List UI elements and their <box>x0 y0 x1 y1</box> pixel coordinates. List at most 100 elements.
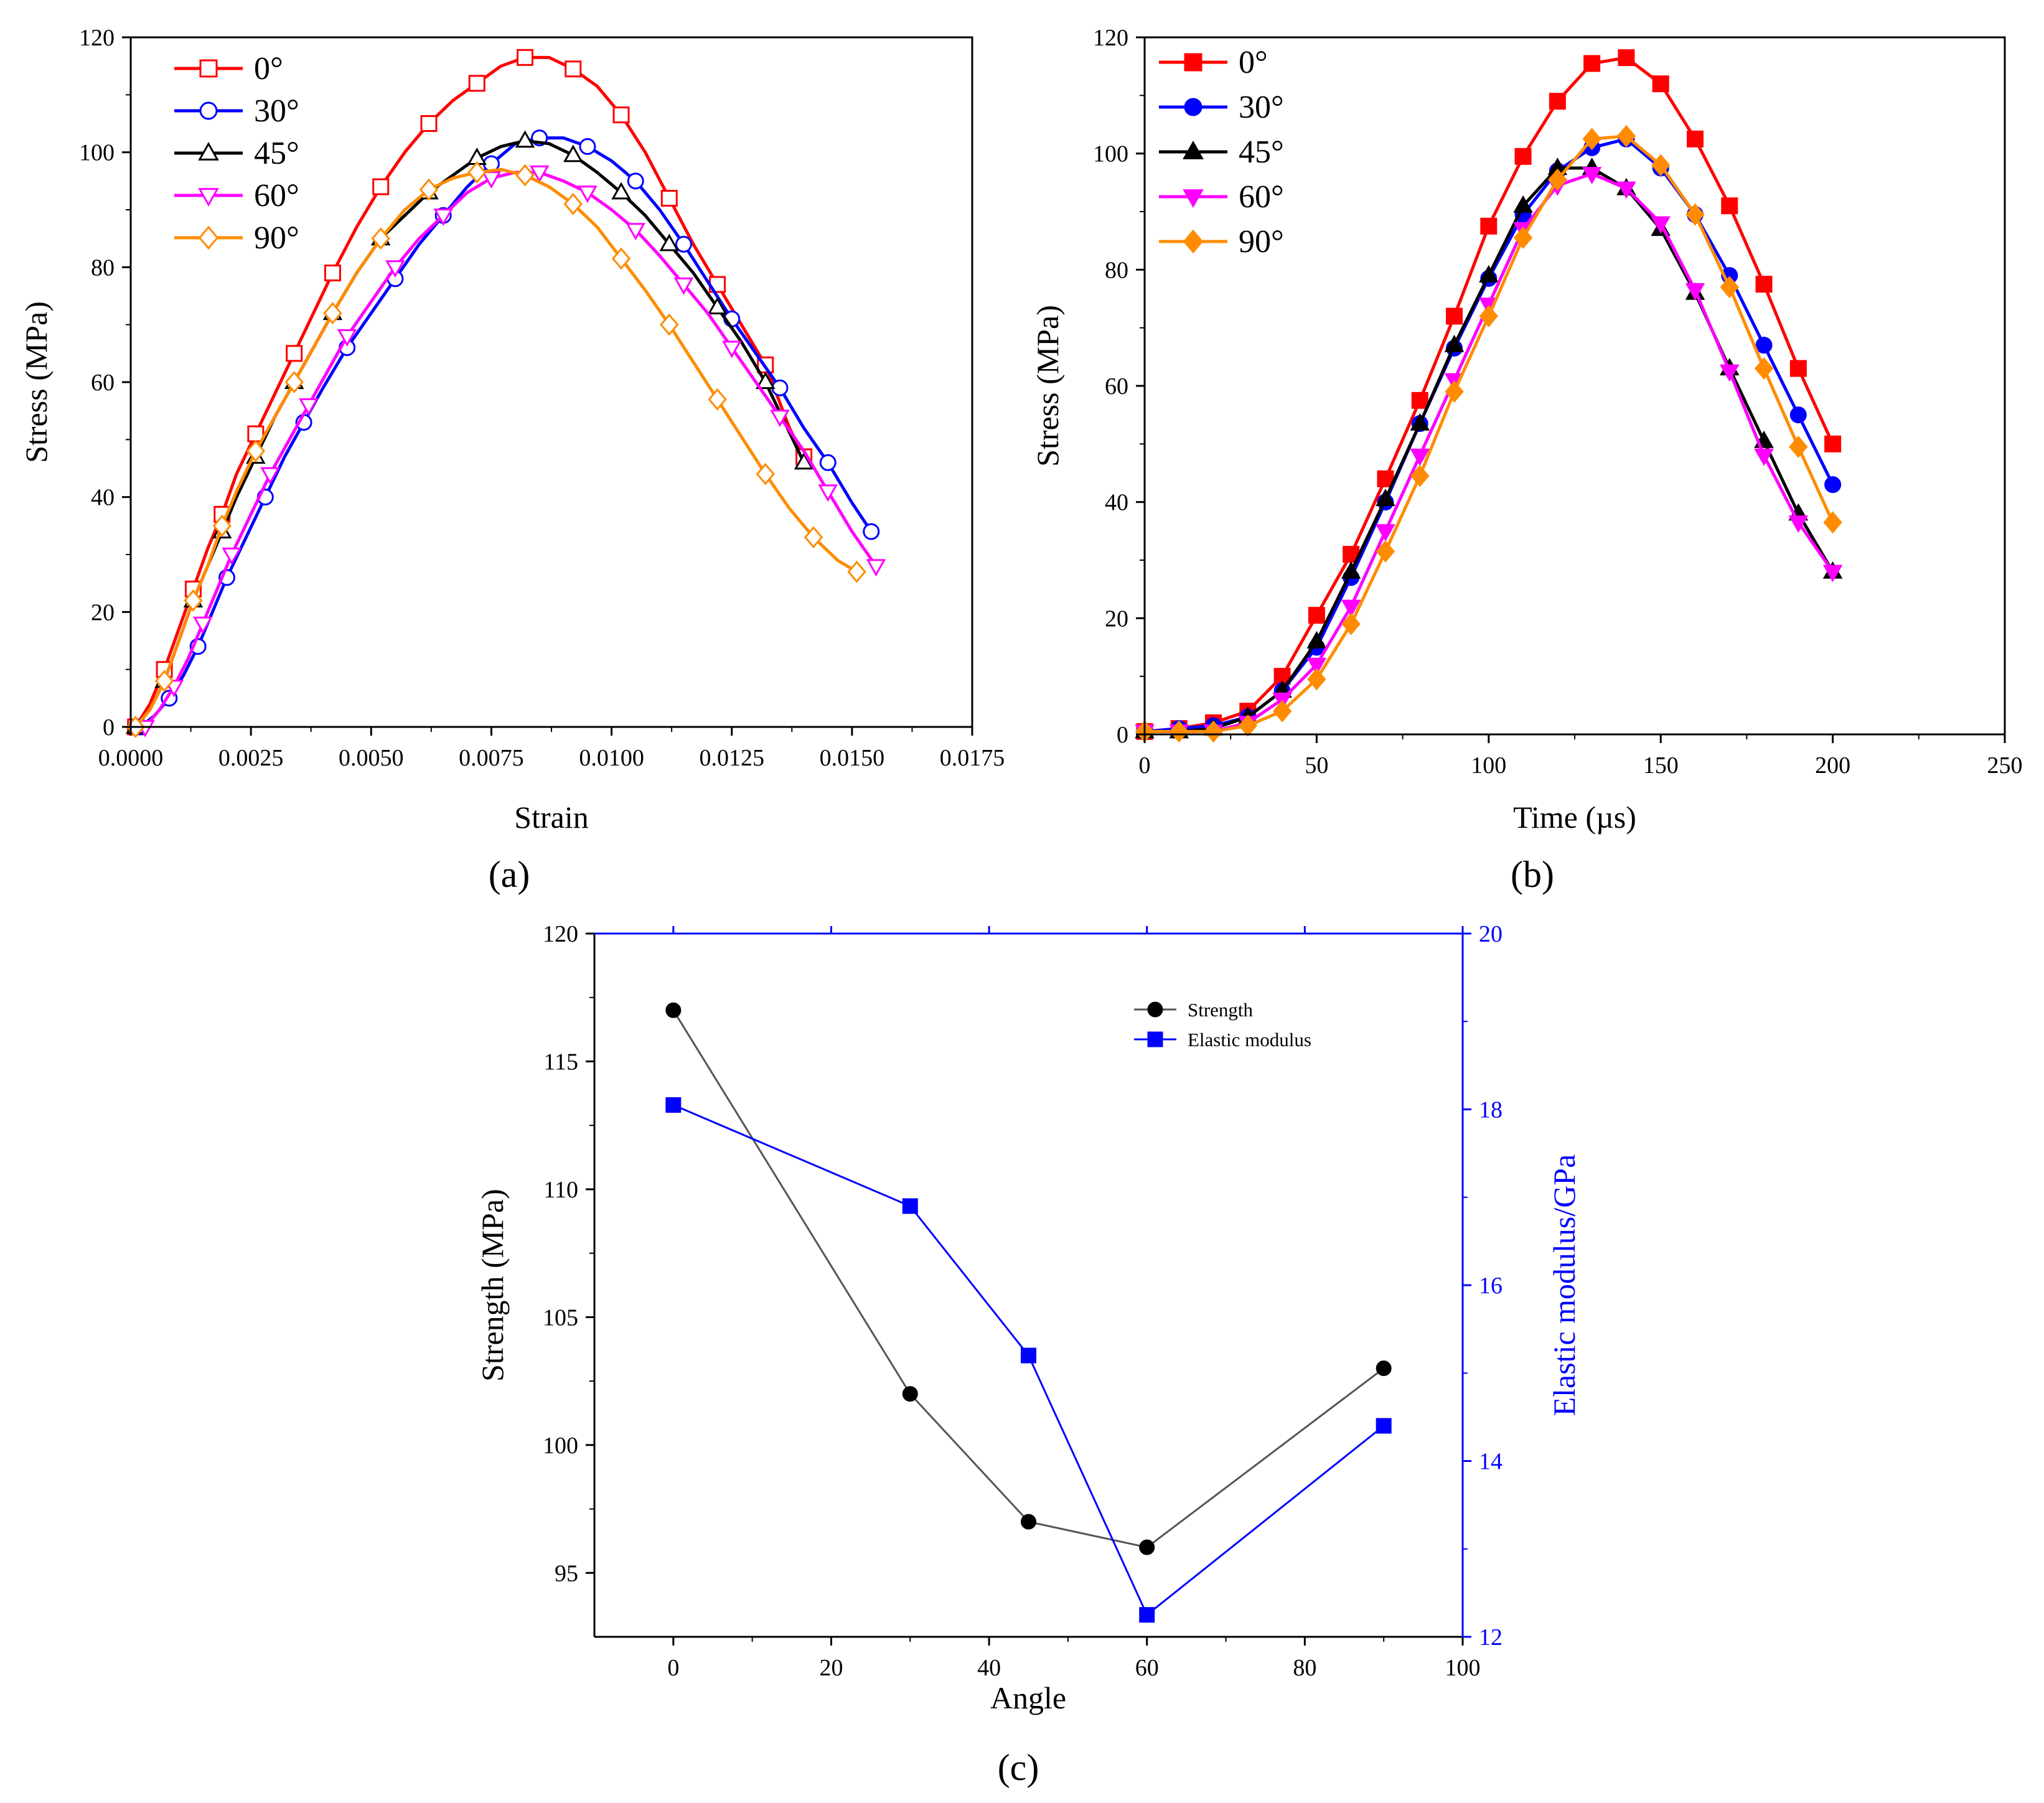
legend-marker <box>198 225 219 250</box>
data-point <box>515 130 535 148</box>
legend-label: 90° <box>254 220 299 256</box>
data-point <box>299 398 319 416</box>
data-point <box>1513 227 1533 249</box>
legend-label: 45° <box>1239 134 1284 170</box>
legend-label: 45° <box>254 136 299 171</box>
data-point <box>1479 305 1498 327</box>
legend-marker <box>1184 53 1202 72</box>
legend-marker <box>1183 229 1204 254</box>
data-point <box>1823 511 1842 534</box>
data-point <box>1341 599 1361 617</box>
data-point <box>1824 435 1842 452</box>
data-point <box>756 462 775 485</box>
legend-marker <box>199 101 218 120</box>
data-point <box>866 559 886 577</box>
data-point <box>1513 195 1533 213</box>
data-point <box>323 302 342 325</box>
data-point <box>1341 561 1361 579</box>
data-point <box>1306 657 1327 675</box>
x-tick-label: 40 <box>977 1655 1001 1681</box>
legend-label: 60° <box>254 178 299 213</box>
data-point <box>284 371 304 393</box>
panel-a-y-axis-label: Stress (MPa) <box>19 301 54 463</box>
x-tick-label: 0.0150 <box>820 745 885 771</box>
x-tick-label: 80 <box>1293 1655 1316 1681</box>
legend-marker <box>1183 189 1204 208</box>
panel-c-y-ticks: 95 100 105 110 115 120 <box>543 921 594 1586</box>
data-point <box>665 1097 682 1113</box>
data-point <box>660 313 679 336</box>
data-point <box>1720 276 1739 299</box>
data-point <box>1445 380 1464 403</box>
data-point <box>1170 720 1189 743</box>
y-tick-label: 0 <box>103 714 115 741</box>
data-point <box>708 388 727 411</box>
y-tick-label: 40 <box>91 485 115 511</box>
legend-marker <box>1147 1031 1163 1047</box>
data-point <box>579 138 596 155</box>
data-point <box>1755 337 1773 354</box>
data-point <box>1308 607 1325 624</box>
data-point <box>627 172 644 190</box>
data-point <box>1376 489 1395 507</box>
series-line <box>139 136 873 728</box>
data-point <box>563 192 583 215</box>
y-tick-label: 80 <box>91 255 115 281</box>
x-tick-label: 100 <box>1445 1655 1481 1681</box>
data-point <box>184 589 203 612</box>
data-point <box>1343 546 1360 563</box>
data-point <box>337 329 357 347</box>
data-point <box>665 1002 682 1018</box>
data-point <box>1549 93 1566 110</box>
y-tick-label: 120 <box>543 921 578 947</box>
data-point <box>1411 391 1428 409</box>
x-tick-label: 20 <box>819 1655 843 1681</box>
data-point <box>611 182 631 200</box>
y-tick-label: 120 <box>1093 25 1128 51</box>
data-point <box>1824 476 1842 494</box>
data-point <box>847 560 866 583</box>
data-point <box>260 467 280 485</box>
data-point <box>420 115 438 132</box>
x-tick-label: 100 <box>1471 752 1506 779</box>
panel-b-chart: 0° 30° 45° 60° 90° 0 50 100 150 200 250 0 20 40 60 80… <box>1030 25 2023 835</box>
y-tick-label: 60 <box>91 370 115 396</box>
legend-marker <box>198 188 219 207</box>
y-tick-label: 100 <box>1093 141 1128 167</box>
data-point <box>1651 216 1671 234</box>
panel-c-y2-ticks: 12 14 16 18 20 <box>672 921 1503 1651</box>
legend-marker <box>199 59 218 78</box>
panel-a-y-ticks: 0 20 40 60 80 100 120 <box>79 25 131 741</box>
data-point <box>193 616 213 634</box>
data-point <box>1822 564 1843 583</box>
x-tick-label: 0.0075 <box>459 745 524 771</box>
data-point <box>1139 1607 1155 1623</box>
x-tick-label: 0 <box>1139 752 1151 779</box>
data-point <box>611 247 631 270</box>
data-point <box>675 235 692 253</box>
panel-b-x-ticks: 0 50 100 150 200 250 <box>1139 734 2023 779</box>
data-point <box>1685 203 1705 226</box>
data-point <box>1721 197 1738 215</box>
data-point <box>673 277 694 295</box>
data-point <box>818 484 838 502</box>
data-point <box>154 670 174 693</box>
legend-label: 0° <box>254 51 283 87</box>
x-tick-label: 150 <box>1643 752 1679 779</box>
series-0 <box>665 1002 1392 1555</box>
data-point <box>1618 49 1635 67</box>
y-tick-label: 115 <box>543 1049 578 1075</box>
panel-b-series-layer <box>1135 49 1843 743</box>
x-tick-label: 0 <box>667 1655 679 1681</box>
data-point <box>659 233 680 251</box>
data-point <box>222 547 242 565</box>
data-point <box>819 454 837 471</box>
data-point <box>385 260 405 278</box>
data-point <box>1514 148 1532 165</box>
data-point <box>247 425 265 443</box>
panel-a-series-layer <box>125 49 886 738</box>
data-point <box>804 526 823 549</box>
legend-label: 60° <box>1239 179 1284 215</box>
panel-b-y-ticks: 0 20 40 60 80 100 120 <box>1093 25 1145 748</box>
